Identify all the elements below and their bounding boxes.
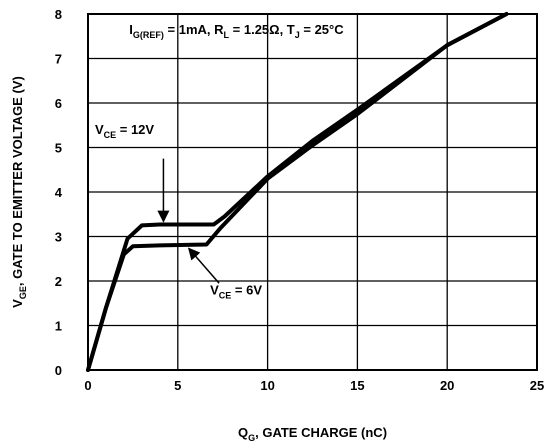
y-tick-label: 7 <box>55 52 62 67</box>
grid-lines <box>87 13 538 371</box>
y-tick-label: 2 <box>55 274 62 289</box>
x-tick-label: 25 <box>530 378 544 393</box>
plot-frame <box>87 13 538 371</box>
x-axis-label: QG, GATE CHARGE (nC) <box>238 425 387 443</box>
y-tick-label: 6 <box>55 96 62 111</box>
tick-labels: 0 5 10 15 20 25 0 1 2 3 4 5 6 7 8 <box>55 7 544 393</box>
x-tick-label: 15 <box>350 378 364 393</box>
series-line-vce-12v <box>86 12 509 372</box>
y-tick-label: 4 <box>55 185 63 200</box>
series-label-vce-12v: VCE = 12V <box>95 122 154 140</box>
y-tick-label: 1 <box>55 319 62 334</box>
y-tick-label: 0 <box>55 363 62 378</box>
arrow-vce-6v <box>187 247 220 284</box>
series-lines <box>86 12 509 372</box>
series-label-vce-6v: VCE = 6V <box>210 282 262 300</box>
y-tick-label: 5 <box>55 141 62 156</box>
y-axis-label: VGE, GATE TO EMITTER VOLTAGE (V) <box>10 76 28 308</box>
x-tick-label: 10 <box>260 378 274 393</box>
x-tick-label: 0 <box>84 378 91 393</box>
x-tick-label: 20 <box>440 378 454 393</box>
test-conditions-label: IG(REF) = 1mA, RL = 1.25Ω, TJ = 25°C <box>129 22 344 40</box>
series-line-vce-6v <box>86 12 509 372</box>
x-tick-label: 5 <box>174 378 181 393</box>
annotations <box>157 158 220 284</box>
y-tick-label: 3 <box>55 230 62 245</box>
y-tick-label: 8 <box>55 7 62 22</box>
